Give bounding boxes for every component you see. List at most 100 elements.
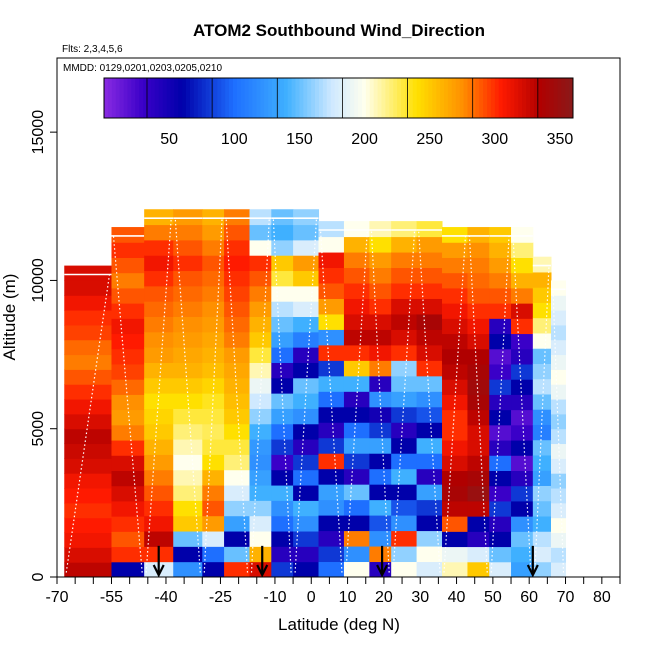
heat-cell [511, 287, 534, 304]
heat-cell [318, 298, 345, 315]
heat-cell [343, 422, 370, 439]
heat-cell [489, 485, 512, 502]
heat-cell [318, 252, 345, 269]
heat-cell [293, 423, 320, 440]
heat-cell [202, 347, 225, 363]
heat-cell [271, 239, 294, 256]
colorbar-segment [408, 78, 414, 118]
heat-cell [293, 454, 320, 471]
heat-cell [111, 272, 145, 289]
heat-cell [532, 332, 552, 349]
colorbar-segment [385, 78, 390, 118]
colorbar-segment [260, 78, 265, 118]
heat-cell [202, 423, 225, 440]
heat-cell [144, 331, 174, 348]
heat-cell [467, 455, 490, 471]
x-tick-label: 30 [411, 589, 429, 606]
heat-cell [532, 439, 552, 456]
heat-cell [64, 339, 112, 356]
heat-cell [511, 470, 534, 487]
heat-cell [293, 362, 320, 379]
heat-cell [318, 453, 345, 470]
flight-track [250, 218, 270, 573]
heat-cell [144, 347, 174, 363]
heat-cell [318, 313, 345, 330]
heat-cell [511, 227, 534, 243]
heat-cell [64, 443, 112, 459]
heat-cell [369, 313, 392, 330]
heat-cell [173, 454, 203, 471]
heat-cell [111, 227, 145, 243]
heat-cell [343, 468, 370, 485]
heat-cell [224, 316, 251, 333]
colorbar-segment [506, 78, 511, 118]
heat-cell [173, 423, 203, 440]
x-axis: -70 -55 -40 -25 -10 0 10 20 30 40 50 60 70 80 [45, 577, 621, 606]
heat-cell [249, 301, 272, 318]
heat-cell [202, 439, 225, 455]
colorbar-tick-label: 100 [221, 131, 248, 148]
heat-cell [144, 408, 174, 425]
heat-cell [343, 221, 370, 238]
heat-cell [343, 530, 370, 547]
heat-cell [144, 423, 174, 440]
heat-cell [293, 515, 320, 532]
heat-cell [173, 255, 203, 272]
heat-cell [369, 530, 392, 547]
colorbar-segment [201, 78, 207, 118]
heat-cell [293, 439, 320, 455]
arrow-head [526, 564, 539, 578]
heat-cell [271, 224, 294, 241]
heat-cell [111, 379, 145, 395]
heat-cell [511, 379, 534, 395]
colorbar-segment [381, 78, 386, 118]
heat-cell [271, 362, 294, 379]
heat-cell [532, 302, 552, 319]
heat-cell [343, 546, 370, 563]
heat-cell [416, 283, 443, 299]
heat-cell [467, 561, 490, 578]
colorbar-segment [467, 78, 472, 118]
heat-cell [224, 561, 251, 578]
heat-cell [532, 500, 552, 517]
heat-cell [489, 409, 512, 426]
heat-cell [202, 285, 225, 302]
x-tick-label: -10 [263, 589, 286, 606]
heat-cell [416, 360, 443, 377]
heat-cell [64, 428, 112, 445]
heat-cell [391, 499, 418, 516]
heat-cell [416, 515, 443, 532]
heat-cell [511, 424, 534, 441]
heat-cell [489, 242, 512, 258]
heat-cell [111, 287, 145, 304]
heat-cell [293, 224, 320, 241]
heat-cell [111, 516, 145, 532]
heat-cell [369, 484, 392, 501]
heat-cell [64, 369, 112, 385]
heat-cell [467, 485, 490, 502]
colorbar-segment [490, 78, 496, 118]
colorbar-segment [569, 78, 574, 118]
colorbar-segment [373, 78, 378, 118]
heat-cell [271, 393, 294, 409]
colorbar-segment [295, 78, 300, 118]
heat-cell [64, 547, 112, 563]
heat-cell [224, 285, 251, 302]
heat-cell [173, 285, 203, 302]
heat-cell [64, 310, 112, 326]
heat-cell [369, 437, 392, 454]
heat-cell [532, 271, 552, 288]
heat-cell [111, 500, 145, 517]
heat-cell [489, 500, 512, 517]
heat-cell [249, 362, 272, 379]
colorbar-segment [189, 78, 195, 118]
colorbar: 50 100 150 200 250 300 350 [103, 77, 574, 148]
x-tick-label: -55 [100, 589, 123, 606]
heat-cell [391, 391, 418, 408]
heat-cell [442, 440, 468, 456]
heat-cell [271, 255, 294, 272]
heat-cell [489, 257, 512, 274]
heat-cell [271, 531, 294, 547]
heat-cell [391, 422, 418, 439]
heat-cell [489, 348, 512, 365]
